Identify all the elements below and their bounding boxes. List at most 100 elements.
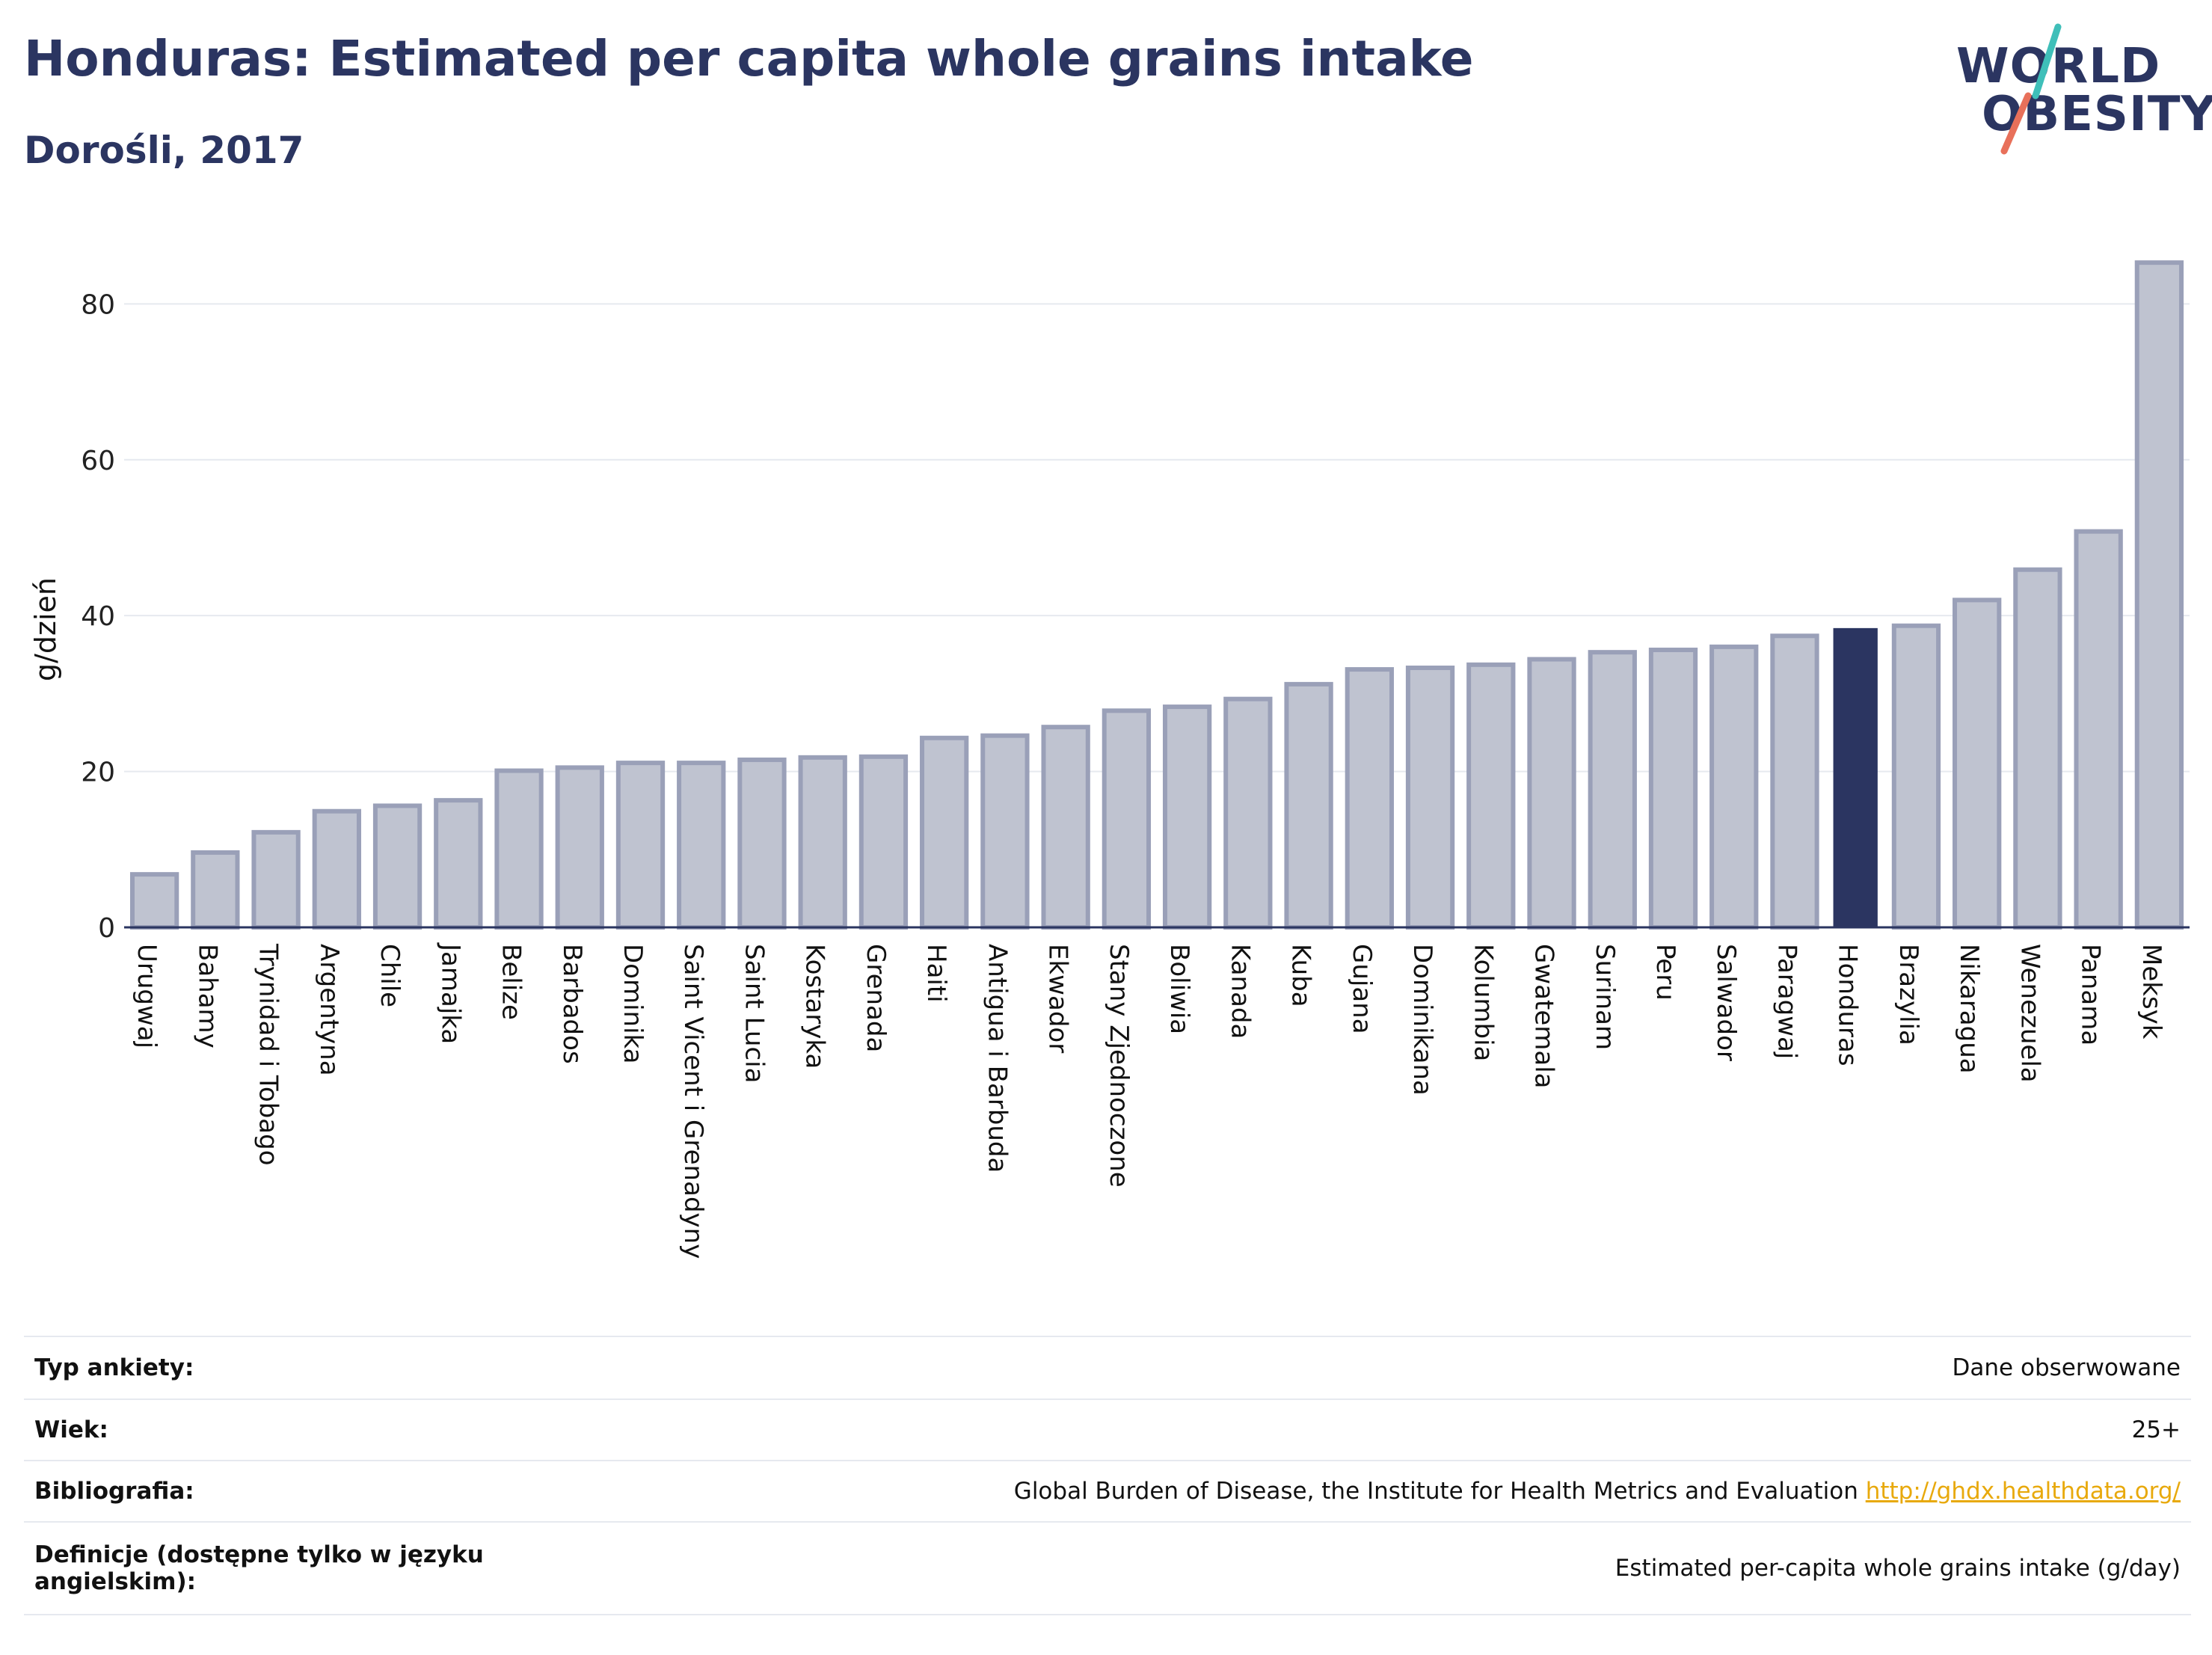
info-value-text: Estimated per-capita whole grains intake… xyxy=(1615,1555,2181,1582)
x-tick-label: Dominikana xyxy=(1407,944,1437,1096)
x-tick-label: Saint Vicent i Grenadyny xyxy=(678,944,708,1259)
x-tick-label: Haiti xyxy=(921,944,951,1003)
y-tick-label: 40 xyxy=(81,601,115,632)
bar-surinam[interactable] xyxy=(1588,650,1637,930)
x-tick-label: Jamajka xyxy=(435,942,465,1044)
bar-dominika[interactable] xyxy=(615,761,666,930)
bar-stany-zjednoczone[interactable] xyxy=(1102,708,1152,930)
logo-slash-icon xyxy=(2000,23,2062,155)
info-value-text: 25+ xyxy=(2131,1416,2181,1443)
x-tick-label: Honduras xyxy=(1833,944,1863,1066)
x-tick-label: Meksyk xyxy=(2136,944,2166,1040)
chart-title: Honduras: Estimated per capita whole gra… xyxy=(24,30,1474,87)
x-tick-label: Boliwia xyxy=(1164,944,1194,1034)
bar-paragwaj[interactable] xyxy=(1770,633,1819,930)
info-value: Dane obserwowane xyxy=(1953,1354,2181,1381)
x-tick-label: Stany Zjednoczone xyxy=(1104,944,1134,1188)
x-tick-label: Peru xyxy=(1650,944,1680,1001)
bibliography-link[interactable]: http://ghdx.healthdata.org/ xyxy=(1865,1478,2181,1505)
info-row: Wiek: 25+ xyxy=(24,1398,2191,1460)
info-row: Bibliografia: Global Burden of Disease, t… xyxy=(24,1460,2191,1521)
x-tick-label: Gwatemala xyxy=(1529,944,1559,1088)
info-label: Wiek: xyxy=(34,1416,108,1443)
bar-saint-vicent-i-grenadyny[interactable] xyxy=(677,761,726,930)
bar-belize[interactable] xyxy=(494,768,544,930)
logo-text-world: WORLD xyxy=(1956,39,2161,94)
info-table: Typ ankiety: Dane obserwowane Wiek: 25+ Bibl… xyxy=(24,1336,2191,1615)
x-tick-label: Dominika xyxy=(618,944,648,1063)
bar-bahamy[interactable] xyxy=(191,850,240,930)
x-tick-label: Trynidad i Tobago xyxy=(254,943,283,1166)
y-axis-ticks: 0 20 40 60 80 xyxy=(81,289,115,944)
x-tick-label: Barbados xyxy=(557,944,587,1064)
info-value: Global Burden of Disease, the Institute … xyxy=(1014,1478,2181,1505)
bar-kostaryka[interactable] xyxy=(798,755,847,930)
bar-kuba[interactable] xyxy=(1284,681,1333,930)
bar-nikaragua[interactable] xyxy=(1953,598,2002,930)
x-tick-label: Brazylia xyxy=(1893,944,1923,1045)
bar-antigua-i-barbuda[interactable] xyxy=(980,733,1030,930)
x-tick-label: Bahamy xyxy=(192,944,222,1048)
bar-barbados[interactable] xyxy=(555,765,604,930)
bar-gujana[interactable] xyxy=(1345,667,1394,930)
y-tick-label: 80 xyxy=(81,289,115,320)
x-tick-label: Wenezuela xyxy=(2015,944,2044,1083)
x-tick-label: Panama xyxy=(2076,944,2106,1045)
y-tick-label: 20 xyxy=(81,758,115,788)
x-tick-label: Surinam xyxy=(1590,944,1620,1050)
x-tick-label: Urugwaj xyxy=(132,944,162,1048)
bar-salwador[interactable] xyxy=(1709,644,1759,930)
info-row: Definicje (dostępne tylko w języku angie… xyxy=(24,1521,2191,1615)
bar-chart: 0 20 40 60 80 Urugwaj Bahamy Trynidad i Tobago… xyxy=(29,260,2190,1259)
x-tick-label: Belize xyxy=(497,944,526,1020)
x-tick-label: Kostaryka xyxy=(800,944,830,1069)
y-tick-label: 0 xyxy=(98,913,115,944)
bar-chile[interactable] xyxy=(372,803,423,930)
info-value-text: Dane obserwowane xyxy=(1952,1354,2181,1381)
x-tick-label: Ekwador xyxy=(1043,944,1073,1053)
x-axis-labels: Urugwaj Bahamy Trynidad i Tobago Argentyna C… xyxy=(132,942,2166,1259)
bar-wenezuela[interactable] xyxy=(2013,567,2062,930)
bar-honduras[interactable] xyxy=(1833,627,1878,927)
bar-trynidad-i-tobago[interactable] xyxy=(251,829,301,930)
bar-brazylia[interactable] xyxy=(1891,623,1941,930)
bar-grenada[interactable] xyxy=(858,754,909,930)
bar-gwatemala[interactable] xyxy=(1527,657,1576,930)
y-tick-label: 60 xyxy=(81,446,115,476)
bar-dominikana[interactable] xyxy=(1405,665,1455,930)
bar-haiti[interactable] xyxy=(920,735,969,930)
x-tick-label: Kuba xyxy=(1286,944,1316,1007)
info-value: Estimated per-capita whole grains intake… xyxy=(1615,1555,2181,1582)
bar-kanada[interactable] xyxy=(1223,696,1273,930)
x-tick-label: Nikaragua xyxy=(1954,944,1984,1074)
bar-boliwia[interactable] xyxy=(1162,704,1212,930)
bar-meksyk[interactable] xyxy=(2134,260,2184,930)
bar-panama[interactable] xyxy=(2074,529,2123,930)
bar-urugwaj[interactable] xyxy=(129,872,179,930)
info-label: Definicje (dostępne tylko w języku angie… xyxy=(34,1541,484,1595)
x-tick-label: Kolumbia xyxy=(1468,944,1498,1061)
info-label: Typ ankiety: xyxy=(34,1354,194,1381)
x-tick-label: Grenada xyxy=(861,944,891,1052)
info-value: 25+ xyxy=(2132,1416,2181,1443)
grid-lines xyxy=(124,303,2190,773)
info-label: Bibliografia: xyxy=(34,1478,194,1505)
bar-argentyna[interactable] xyxy=(312,808,361,930)
x-tick-label: Chile xyxy=(375,944,405,1007)
x-tick-label: Gujana xyxy=(1347,944,1377,1034)
bars xyxy=(129,260,2184,930)
x-tick-label: Salwador xyxy=(1711,944,1741,1061)
x-tick-label: Kanada xyxy=(1225,944,1255,1039)
bar-peru[interactable] xyxy=(1648,648,1698,930)
bar-ekwador[interactable] xyxy=(1041,725,1090,930)
bar-saint-lucia[interactable] xyxy=(737,757,787,930)
bar-kolumbia[interactable] xyxy=(1466,662,1516,930)
x-tick-label: Antigua i Barbuda xyxy=(982,944,1012,1173)
chart-subtitle: Dorośli, 2017 xyxy=(24,129,304,172)
x-tick-label: Argentyna xyxy=(314,944,344,1076)
info-value-text: Global Burden of Disease, the Institute … xyxy=(1013,1478,1858,1505)
y-axis-label: g/dzień xyxy=(29,577,62,681)
x-tick-label: Saint Lucia xyxy=(739,944,769,1083)
info-row: Typ ankiety: Dane obserwowane xyxy=(24,1336,2191,1398)
bar-jamajka[interactable] xyxy=(434,798,483,930)
